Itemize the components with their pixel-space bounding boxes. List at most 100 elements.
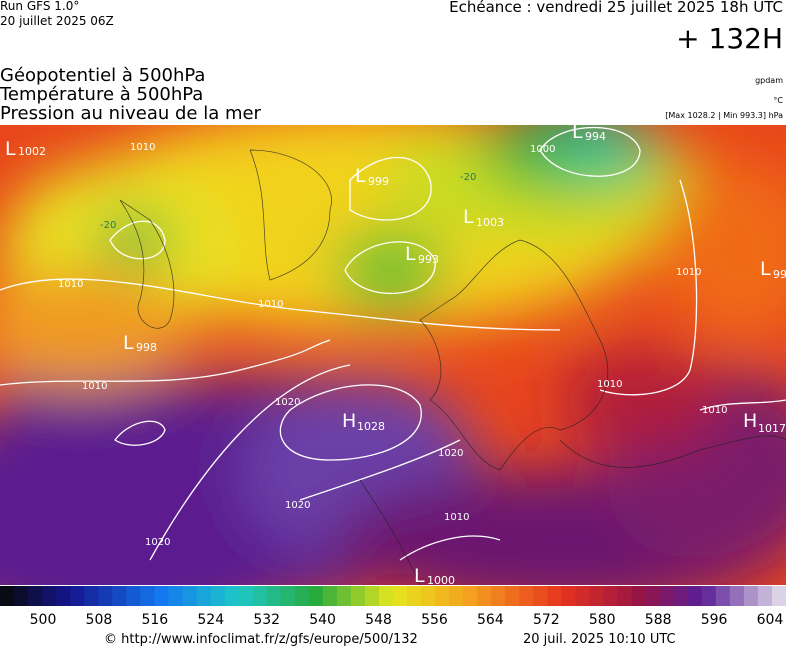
colorbar-swatch bbox=[435, 586, 450, 606]
center-letter: L bbox=[5, 138, 16, 160]
echeance: Echéance : vendredi 25 juillet 2025 18h … bbox=[449, 0, 783, 16]
center-letter: L bbox=[123, 332, 134, 354]
footer-url: © http://www.infoclimat.fr/z/gfs/europe/… bbox=[104, 632, 418, 647]
colorbar-swatch bbox=[350, 586, 366, 606]
colorbar-tick-label: 588 bbox=[645, 612, 672, 628]
colorbar-swatch bbox=[393, 586, 408, 606]
colorbar-swatch bbox=[687, 586, 703, 606]
colorbar: 500 508 516 524 532 540 548 556 564 572 580 588 596 6… bbox=[0, 586, 786, 628]
colorbar-swatch bbox=[743, 586, 759, 606]
colorbar-tick-label: 604 bbox=[757, 612, 784, 628]
isobar-label: 1010 bbox=[58, 279, 83, 290]
colorbar-swatch bbox=[70, 586, 85, 606]
colorbar-swatch bbox=[729, 586, 745, 606]
colorbar-tick-label: 500 bbox=[30, 612, 57, 628]
colorbar-tick-label: 596 bbox=[701, 612, 728, 628]
colorbar-swatch bbox=[196, 586, 212, 606]
colorbar-swatch bbox=[673, 586, 689, 606]
colorbar-swatch bbox=[56, 586, 71, 606]
isobar-label: 1020 bbox=[438, 448, 463, 459]
colorbar-swatch bbox=[364, 586, 380, 606]
isobar-label: 1010 bbox=[597, 379, 622, 390]
center-letter: L bbox=[355, 165, 366, 187]
footer-date: 20 juil. 2025 10:10 UTC bbox=[523, 632, 676, 647]
colorbar-swatch bbox=[519, 586, 534, 606]
colorbar-swatch bbox=[42, 586, 57, 606]
run-label: Run GFS 1.0° bbox=[0, 0, 79, 13]
colorbar-swatch bbox=[505, 586, 520, 606]
colorbar-swatch bbox=[98, 586, 113, 606]
field bbox=[0, 125, 786, 585]
colorbar-swatch bbox=[182, 586, 197, 606]
colorbar-swatch bbox=[140, 586, 155, 606]
lead-time: + 132H bbox=[676, 22, 783, 55]
colorbar-swatch bbox=[154, 586, 169, 606]
colorbar-swatch bbox=[210, 586, 226, 606]
colorbar-swatch bbox=[407, 586, 422, 606]
center-value: 99 bbox=[773, 268, 786, 281]
center-value: 993 bbox=[418, 253, 439, 266]
isobar-label: 1010 bbox=[82, 381, 107, 392]
colorbar-swatch bbox=[112, 586, 127, 606]
center-value: 1003 bbox=[476, 216, 504, 229]
isobar-label: 1020 bbox=[145, 537, 170, 548]
colorbar-tick-label: 580 bbox=[589, 612, 616, 628]
colorbar-swatch bbox=[715, 586, 731, 606]
colorbar-swatch bbox=[126, 586, 141, 606]
colorbar-swatch bbox=[659, 586, 675, 606]
isobar-label: 1010 bbox=[444, 512, 469, 523]
colorbar-tick-label: 508 bbox=[86, 612, 113, 628]
temperature-label: -20 bbox=[100, 220, 116, 231]
colorbar-swatch bbox=[757, 586, 773, 606]
isobar-label: 1010 bbox=[702, 405, 727, 416]
isobar-labels: 1010 1010 1010 1010 1020 1020 1020 1020 … bbox=[58, 142, 727, 548]
center-value: 1017 bbox=[758, 422, 786, 435]
center-letter: L bbox=[760, 258, 771, 280]
colorbar-swatch bbox=[421, 586, 436, 606]
colorbar-tick-label: 572 bbox=[533, 612, 560, 628]
colorbar-swatch bbox=[322, 586, 338, 606]
center-value: 1028 bbox=[357, 420, 385, 433]
center-value: 1002 bbox=[18, 145, 46, 158]
colorbar-swatch bbox=[561, 586, 576, 606]
colorbar-swatch bbox=[533, 586, 548, 606]
center-letter: L bbox=[572, 121, 583, 143]
colorbar-swatch bbox=[308, 586, 324, 606]
colorbar-swatch bbox=[378, 586, 394, 606]
isobar-label: 1010 bbox=[130, 142, 155, 153]
colorbar-tick-label: 532 bbox=[253, 612, 280, 628]
center-letter: H bbox=[342, 410, 356, 432]
colorbar-swatch bbox=[631, 586, 647, 606]
colorbar-tick-label: 516 bbox=[141, 612, 168, 628]
colorbar-swatch bbox=[14, 586, 29, 606]
isobars bbox=[0, 126, 786, 561]
colorbar-swatch bbox=[449, 586, 464, 606]
title: Géopotentiel à 500hPa bbox=[0, 65, 205, 86]
center-value: 1000 bbox=[427, 574, 455, 587]
colorbar-swatch bbox=[336, 586, 352, 606]
colorbar-swatch bbox=[547, 586, 562, 606]
colorbar-swatch bbox=[477, 586, 492, 606]
center-letter: L bbox=[414, 565, 425, 587]
title: Pression au niveau de la mer bbox=[0, 103, 262, 124]
colorbar-swatch bbox=[224, 586, 240, 606]
isobar-label: 1010 bbox=[676, 267, 701, 278]
colorbar-tick-label: 540 bbox=[309, 612, 336, 628]
pressure-centers: L 1002 L 999 L 994 L 1003 L 993 L 99 L 998 H 102… bbox=[5, 121, 786, 587]
center-letter: L bbox=[405, 243, 416, 265]
center-value: 994 bbox=[585, 130, 606, 143]
colorbar-swatch bbox=[645, 586, 661, 606]
colorbar-swatch bbox=[701, 586, 717, 606]
unit: °C bbox=[773, 96, 783, 105]
colorbar-tick-label: 564 bbox=[477, 612, 504, 628]
colorbar-tick-label: 524 bbox=[197, 612, 224, 628]
colorbar-swatch bbox=[575, 586, 590, 606]
colorbar-swatch bbox=[238, 586, 254, 606]
isobar-label: 1000 bbox=[530, 144, 555, 155]
colorbar-swatch bbox=[0, 586, 15, 606]
colorbar-swatch bbox=[84, 586, 99, 606]
colorbar-tick-label: 548 bbox=[365, 612, 392, 628]
unit: [Max 1028.2 | Min 993.3] hPa bbox=[665, 111, 783, 120]
